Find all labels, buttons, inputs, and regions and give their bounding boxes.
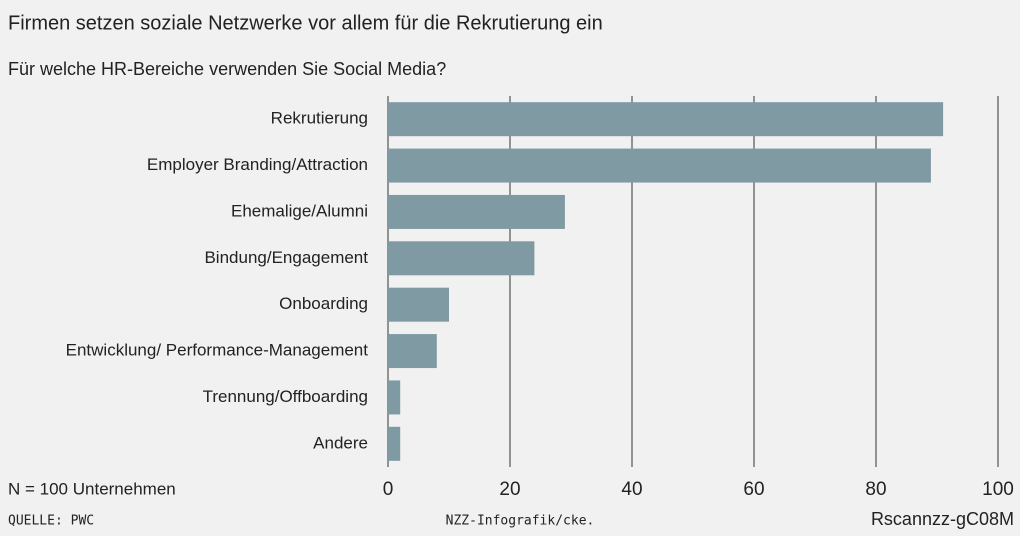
bar [388, 102, 944, 137]
bar [388, 380, 401, 415]
bar [388, 287, 449, 322]
bar [388, 334, 437, 369]
x-tick-label: 80 [865, 479, 886, 500]
footnote: N = 100 Unternehmen [8, 479, 176, 498]
bar [388, 194, 565, 229]
chart-subtitle: Für welche HR-Bereiche verwenden Sie Soc… [8, 59, 446, 79]
bar [388, 241, 535, 276]
y-tick-label: Trennung/Offboarding [203, 387, 368, 406]
credit: NZZ-Infografik/cke. [446, 514, 595, 529]
y-tick-label: Onboarding [279, 294, 368, 313]
bar [388, 148, 931, 183]
x-tick-label: 60 [743, 479, 764, 500]
y-tick-label: Rekrutierung [271, 109, 368, 128]
bar [388, 426, 401, 461]
chart-title: Firmen setzen soziale Netzwerke vor alle… [8, 12, 603, 34]
y-tick-label: Ehemalige/Alumni [231, 201, 368, 220]
x-tick-label: 0 [383, 479, 394, 500]
y-tick-label: Bindung/Engagement [204, 248, 368, 267]
y-tick-label: Employer Branding/Attraction [147, 155, 368, 174]
x-tick-label: 20 [499, 479, 520, 500]
y-tick-label: Entwicklung/ Performance-Management [66, 341, 369, 360]
source: QUELLE: PWC [8, 514, 94, 529]
x-tick-label: 40 [621, 479, 642, 500]
x-tick-label: 100 [982, 479, 1014, 500]
y-tick-label: Andere [313, 433, 368, 452]
code: Rscannzz-gC08M [871, 509, 1014, 529]
